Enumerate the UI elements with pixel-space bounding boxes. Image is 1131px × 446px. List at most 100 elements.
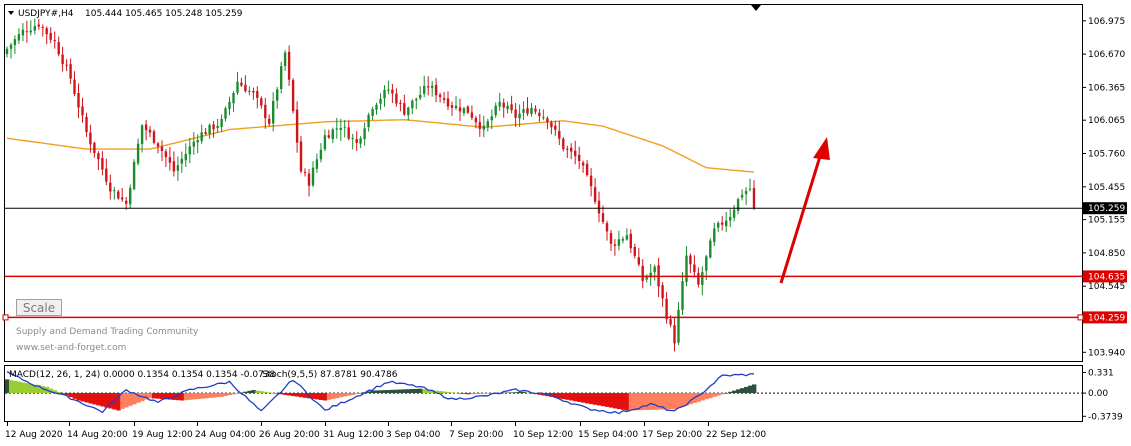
- indicator-histogram-bar: [104, 393, 109, 408]
- candle-body: [538, 112, 541, 117]
- candle-body: [268, 118, 271, 124]
- indicator-histogram-bar: [338, 393, 344, 398]
- candle-body: [188, 146, 191, 155]
- indicator-histogram-bar: [156, 393, 161, 399]
- candle-body: [681, 281, 684, 310]
- candle-body: [208, 124, 211, 134]
- indicator-histogram-bar: [160, 393, 165, 399]
- candle-body: [144, 124, 148, 131]
- candle-body: [283, 52, 287, 66]
- indicator-histogram-bar: [636, 393, 642, 411]
- indicator-histogram-bar: [501, 392, 507, 394]
- indicator-histogram-bar: [414, 388, 419, 394]
- indicator-histogram-bar: [195, 393, 201, 400]
- indicator-histogram-bar: [32, 384, 38, 393]
- indicator-histogram-bar: [183, 393, 189, 401]
- candle-body: [752, 188, 756, 209]
- candle-body: [117, 191, 120, 199]
- indicator-layer: 0.331 0.00 -0.3739: [5, 369, 1123, 422]
- indicator-histogram-bar: [283, 393, 288, 395]
- time-tick-label: 22 Sep 12:00: [706, 430, 766, 440]
- indicator-histogram-bar: [64, 393, 69, 396]
- candle-body: [264, 104, 267, 119]
- candle-body: [526, 108, 529, 114]
- indicator-histogram-bar: [442, 391, 447, 394]
- indicator-histogram-bar: [152, 393, 157, 399]
- candle-body: [339, 128, 342, 130]
- candle-body: [109, 182, 112, 192]
- candle-body: [319, 149, 323, 160]
- indicator-histogram-bar: [680, 393, 685, 407]
- indicator-histogram-bar: [704, 393, 709, 400]
- indicator-histogram-bar: [247, 390, 252, 394]
- candle-body: [442, 98, 446, 100]
- candle-body: [25, 31, 29, 33]
- candle-body: [450, 105, 454, 108]
- candle-body: [97, 153, 100, 160]
- candle-body: [176, 165, 180, 171]
- indicator-histogram-bar: [624, 393, 630, 411]
- candle-body: [152, 131, 156, 143]
- price-tick-label: 106.975: [1088, 17, 1125, 27]
- indicator-histogram-bar: [446, 392, 451, 394]
- indicator-histogram-bar: [128, 393, 133, 406]
- current-price-tag-label: 105.259: [1088, 204, 1125, 214]
- indicator-histogram-bar: [609, 393, 614, 408]
- candle-body: [403, 103, 406, 115]
- indicator-histogram-bar: [330, 393, 336, 399]
- candle-body: [399, 102, 402, 104]
- candle-body: [13, 39, 17, 46]
- candle-body: [89, 132, 92, 145]
- moving-average-layer: [6, 118, 755, 173]
- indicator-histogram-bar: [48, 388, 54, 394]
- candle-body: [228, 101, 231, 110]
- candle-body: [546, 118, 549, 123]
- indicator-histogram-bar: [255, 390, 260, 394]
- candle-body: [272, 101, 275, 124]
- indicator-histogram-bar: [116, 393, 121, 411]
- candle-body: [482, 125, 485, 130]
- candle-body: [61, 54, 64, 65]
- triangle-down-icon[interactable]: [8, 11, 14, 15]
- indicator-histogram-bar: [648, 393, 654, 410]
- indicator-histogram-bar: [84, 393, 89, 403]
- candle-body: [65, 64, 68, 66]
- candle-body: [347, 127, 350, 139]
- indicator-histogram-bar: [203, 393, 209, 399]
- indicator-histogram-bar: [382, 390, 387, 393]
- indicator-histogram-bar: [295, 393, 300, 397]
- candle-body: [172, 161, 176, 172]
- candle-body: [331, 129, 334, 139]
- indicator-histogram-bar: [16, 381, 22, 393]
- candle-body: [427, 86, 430, 88]
- indicator-tick-label: -0.3739: [1088, 412, 1123, 422]
- candle-body: [701, 272, 704, 285]
- candle-body: [478, 122, 481, 129]
- candle-body: [474, 118, 478, 123]
- chart-shift-marker-icon[interactable]: [751, 5, 761, 11]
- candle-body: [327, 135, 330, 138]
- time-tick-label: 7 Sep 20:00: [449, 430, 504, 440]
- price-tick-label: 105.455: [1088, 183, 1125, 193]
- candle-body: [649, 272, 652, 278]
- indicator-histogram-bar: [565, 393, 570, 400]
- indicator-histogram-bar: [291, 393, 296, 397]
- indicator-tick-label: 0.00: [1088, 389, 1108, 399]
- indicator-histogram-bar: [581, 393, 586, 403]
- candle-body: [653, 266, 656, 273]
- indicator-histogram-bar: [652, 393, 658, 410]
- scale-button[interactable]: Scale: [16, 299, 62, 316]
- indicator-histogram-bar: [390, 389, 395, 394]
- candle-body: [490, 116, 493, 121]
- candle-body: [589, 175, 593, 187]
- candle-body: [121, 197, 124, 200]
- indicator-histogram-bar: [28, 383, 34, 394]
- candle-body: [387, 89, 390, 91]
- candle-body: [677, 309, 680, 343]
- candle-body: [359, 138, 362, 144]
- candle-body: [156, 143, 160, 147]
- indicator-histogram-bar: [398, 389, 403, 394]
- candle-body: [93, 142, 96, 153]
- moving-average-line: [6, 118, 755, 173]
